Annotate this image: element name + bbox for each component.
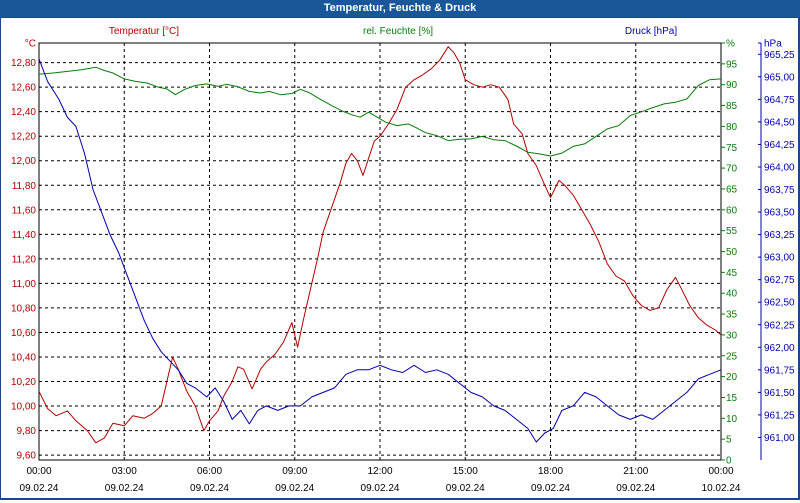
series-line-pressure <box>38 58 722 443</box>
temperature-tick-label: 9,80 <box>17 426 37 437</box>
humidity-tick-label: % <box>726 39 735 50</box>
pressure-tick-label: 963,75 <box>764 185 795 196</box>
humidity-tick-label: 10 <box>726 414 738 425</box>
temperature-tick-label: 11,00 <box>12 279 37 290</box>
chart-area: 00:00 09.02.24 03:00 09.02.24 06:00 09.02.24 0… <box>1 18 798 498</box>
pressure-tick-label: 965,00 <box>764 72 795 83</box>
humidity-tick-label: 95 <box>726 59 738 70</box>
temperature-tick-label: 12,40 <box>11 107 36 118</box>
pressure-tick-label: 964,50 <box>764 117 795 128</box>
humidity-tick-label: 45 <box>726 268 738 279</box>
pressure-tick-label: 963,00 <box>764 253 795 264</box>
chart-title: Temperatur, Feuchte & Druck <box>0 0 800 17</box>
temperature-tick-label: 10,00 <box>11 402 36 413</box>
legend-label: Temperatur [°C] <box>109 26 179 37</box>
humidity-tick-label: 30 <box>726 330 738 341</box>
temperature-tick-label: 12,20 <box>11 132 36 143</box>
pressure-tick-label: 962,00 <box>764 343 795 354</box>
pressure-tick-label: hPa <box>764 39 782 50</box>
x-tick-date: 09.02.24 <box>20 483 59 494</box>
x-tick-date: 09.02.24 <box>616 483 655 494</box>
humidity-tick-label: 0 <box>726 456 732 467</box>
legend-label: rel. Feuchte [%] <box>363 26 433 37</box>
temperature-tick-label: 12,80 <box>11 58 36 69</box>
humidity-tick-label: 15 <box>726 393 738 404</box>
x-tick-date: 09.02.24 <box>105 483 144 494</box>
x-tick-time: 21:00 <box>623 466 648 477</box>
pressure-tick-label: 964,75 <box>764 95 795 106</box>
temperature-tick-label: 12,60 <box>11 83 36 94</box>
temperature-tick-label: 10,20 <box>11 377 36 388</box>
chart-svg: 00:00 09.02.24 03:00 09.02.24 06:00 09.02.24 0… <box>11 26 795 494</box>
series-line-temperature <box>38 46 722 444</box>
humidity-tick-label: 55 <box>726 226 738 237</box>
humidity-tick-label: 90 <box>726 80 738 91</box>
humidity-tick-label: 40 <box>726 289 738 300</box>
humidity-tick-label: 5 <box>726 435 732 446</box>
x-tick-time: 06:00 <box>197 466 222 477</box>
x-tick-time: 18:00 <box>538 466 563 477</box>
temperature-tick-label: 10,80 <box>11 303 36 314</box>
pressure-tick-label: 964,25 <box>764 140 795 151</box>
humidity-tick-label: 25 <box>726 351 738 362</box>
pressure-tick-label: 962,50 <box>764 298 795 309</box>
series-line-humidity <box>38 66 722 157</box>
temperature-tick-label: 11,60 <box>12 205 37 216</box>
x-tick-date: 10.02.24 <box>702 483 741 494</box>
x-tick-date: 09.02.24 <box>531 483 570 494</box>
pressure-tick-label: 962,75 <box>764 275 795 286</box>
pressure-tick-label: 965,25 <box>764 50 795 61</box>
legend-label: Druck [hPa] <box>625 26 677 37</box>
pressure-tick-label: 961,75 <box>764 365 795 376</box>
pressure-tick-label: 961,50 <box>764 388 795 399</box>
temperature-tick-label: 10,40 <box>11 352 36 363</box>
humidity-tick-label: 50 <box>726 247 738 258</box>
temperature-tick-label: 11,80 <box>12 181 37 192</box>
pressure-tick-label: 962,25 <box>764 320 795 331</box>
pressure-tick-label: 961,25 <box>764 410 795 421</box>
humidity-tick-label: 80 <box>726 122 738 133</box>
temperature-tick-label: 12,00 <box>11 156 36 167</box>
pressure-tick-label: 963,25 <box>764 230 795 241</box>
temperature-tick-label: 10,60 <box>11 328 36 339</box>
temperature-tick-label: 9,60 <box>17 451 37 462</box>
x-tick-time: 09:00 <box>282 466 307 477</box>
pressure-tick-label: 963,50 <box>764 208 795 219</box>
x-tick-time: 00:00 <box>26 466 51 477</box>
humidity-tick-label: 85 <box>726 101 738 112</box>
x-tick-date: 09.02.24 <box>275 483 314 494</box>
temperature-tick-label: 11,40 <box>12 230 37 241</box>
humidity-tick-label: 20 <box>726 372 738 383</box>
pressure-tick-label: 964,00 <box>764 162 795 173</box>
humidity-tick-label: 75 <box>726 143 738 154</box>
x-tick-date: 09.02.24 <box>446 483 485 494</box>
humidity-tick-label: 70 <box>726 164 738 175</box>
x-tick-time: 03:00 <box>112 466 137 477</box>
x-tick-time: 00:00 <box>708 466 733 477</box>
temperature-tick-label: 11,20 <box>12 254 37 265</box>
x-tick-time: 15:00 <box>453 466 478 477</box>
x-tick-date: 09.02.24 <box>190 483 229 494</box>
pressure-tick-label: 961,00 <box>764 433 795 444</box>
humidity-tick-label: 60 <box>726 205 738 216</box>
humidity-tick-label: 35 <box>726 310 738 321</box>
humidity-tick-label: 65 <box>726 184 738 195</box>
x-tick-date: 09.02.24 <box>361 483 400 494</box>
x-tick-time: 12:00 <box>367 466 392 477</box>
temperature-unit: °C <box>25 39 36 50</box>
